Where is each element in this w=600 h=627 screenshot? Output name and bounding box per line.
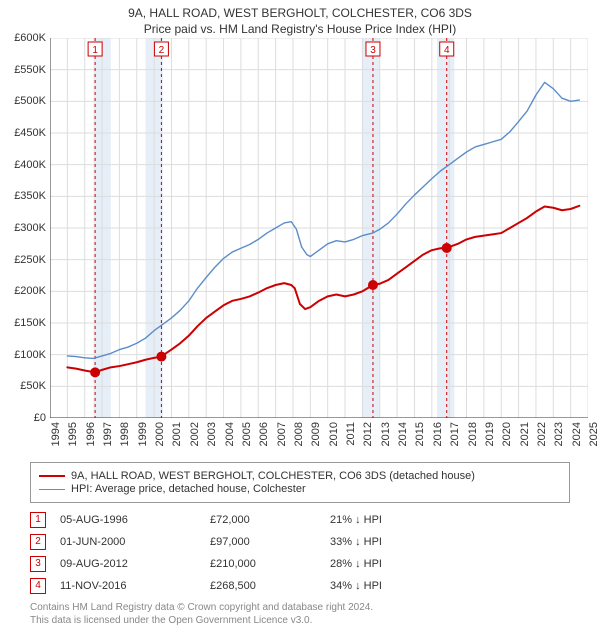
sale-delta: 28% ↓ HPI	[330, 558, 450, 570]
sale-price: £210,000	[210, 558, 330, 570]
y-tick-label: £0	[2, 412, 46, 424]
x-tick-label: 1999	[137, 422, 149, 446]
sale-date: 09-AUG-2012	[60, 558, 210, 570]
svg-text:3: 3	[370, 45, 376, 56]
sales-row: 1 05-AUG-1996£72,00021% ↓ HPI	[30, 509, 570, 531]
x-tick-label: 1995	[67, 422, 79, 446]
sales-table: 1 05-AUG-1996£72,00021% ↓ HPI 2 01-JUN-2000…	[30, 509, 570, 597]
sale-delta: 21% ↓ HPI	[330, 514, 450, 526]
sale-marker-index: 4	[30, 578, 46, 594]
footer: Contains HM Land Registry data © Crown c…	[30, 601, 570, 627]
x-tick-label: 2016	[432, 422, 444, 446]
x-tick-label: 2005	[241, 422, 253, 446]
x-tick-label: 2018	[467, 422, 479, 446]
y-tick-label: £50K	[2, 380, 46, 392]
footer-line2: This data is licensed under the Open Gov…	[30, 614, 570, 627]
x-tick-label: 2022	[536, 422, 548, 446]
legend-box: 9A, HALL ROAD, WEST BERGHOLT, COLCHESTER…	[30, 462, 570, 503]
sales-row: 2 01-JUN-2000£97,00033% ↓ HPI	[30, 531, 570, 553]
y-tick-label: £250K	[2, 254, 46, 266]
legend-label-property: 9A, HALL ROAD, WEST BERGHOLT, COLCHESTER…	[71, 470, 475, 482]
x-tick-label: 2013	[380, 422, 392, 446]
sale-marker-index: 3	[30, 556, 46, 572]
x-tick-label: 2008	[293, 422, 305, 446]
x-tick-label: 2004	[224, 422, 236, 446]
x-tick-label: 2020	[501, 422, 513, 446]
sales-row: 3 09-AUG-2012£210,00028% ↓ HPI	[30, 553, 570, 575]
sale-date: 01-JUN-2000	[60, 536, 210, 548]
x-tick-label: 2019	[484, 422, 496, 446]
sale-marker-index: 2	[30, 534, 46, 550]
legend-label-hpi: HPI: Average price, detached house, Colc…	[71, 483, 306, 495]
y-tick-label: £300K	[2, 222, 46, 234]
sale-delta: 33% ↓ HPI	[330, 536, 450, 548]
x-tick-label: 2025	[588, 422, 600, 446]
x-axis-labels: 1994 1995 1996 1997 1998 1999 2000 2001 2002 2003…	[50, 418, 588, 456]
x-tick-label: 2012	[362, 422, 374, 446]
x-tick-label: 2014	[397, 422, 409, 446]
sale-price: £97,000	[210, 536, 330, 548]
x-tick-label: 1994	[50, 422, 62, 446]
x-tick-label: 2021	[519, 422, 531, 446]
y-tick-label: £450K	[2, 127, 46, 139]
x-tick-label: 1996	[85, 422, 97, 446]
y-tick-label: £400K	[2, 159, 46, 171]
plot-svg: 1 2 3 4	[50, 38, 588, 418]
x-tick-label: 2006	[258, 422, 270, 446]
x-tick-label: 2003	[206, 422, 218, 446]
svg-text:2: 2	[159, 45, 165, 56]
x-tick-label: 1998	[119, 422, 131, 446]
legend-row-hpi: HPI: Average price, detached house, Colc…	[39, 483, 561, 495]
y-tick-label: £600K	[2, 32, 46, 44]
sale-delta: 34% ↓ HPI	[330, 580, 450, 592]
title-line1: 9A, HALL ROAD, WEST BERGHOLT, COLCHESTER…	[0, 6, 600, 20]
sale-marker-index: 1	[30, 512, 46, 528]
legend-swatch-hpi	[39, 489, 65, 490]
x-tick-label: 2001	[171, 422, 183, 446]
chart-area: £0£50K£100K£150K£200K£250K£300K£350K£400…	[50, 38, 588, 418]
x-tick-label: 2002	[189, 422, 201, 446]
chart-container: 9A, HALL ROAD, WEST BERGHOLT, COLCHESTER…	[0, 0, 600, 620]
y-tick-label: £150K	[2, 317, 46, 329]
sale-price: £268,500	[210, 580, 330, 592]
x-tick-label: 2010	[328, 422, 340, 446]
x-tick-label: 1997	[102, 422, 114, 446]
sale-date: 05-AUG-1996	[60, 514, 210, 526]
y-tick-label: £100K	[2, 349, 46, 361]
legend-swatch-property	[39, 475, 65, 477]
sales-row: 4 11-NOV-2016£268,50034% ↓ HPI	[30, 575, 570, 597]
x-tick-label: 2009	[310, 422, 322, 446]
y-tick-label: £200K	[2, 285, 46, 297]
x-tick-label: 2000	[154, 422, 166, 446]
x-tick-label: 2015	[414, 422, 426, 446]
x-tick-label: 2017	[449, 422, 461, 446]
y-tick-label: £550K	[2, 64, 46, 76]
sale-price: £72,000	[210, 514, 330, 526]
sale-date: 11-NOV-2016	[60, 580, 210, 592]
x-tick-label: 2011	[345, 422, 357, 446]
title-line2: Price paid vs. HM Land Registry's House …	[0, 22, 600, 36]
svg-text:4: 4	[444, 45, 450, 56]
x-tick-label: 2024	[571, 422, 583, 446]
footer-line1: Contains HM Land Registry data © Crown c…	[30, 601, 570, 614]
y-tick-label: £350K	[2, 190, 46, 202]
svg-text:1: 1	[92, 45, 98, 56]
x-tick-label: 2023	[553, 422, 565, 446]
y-axis-labels: £0£50K£100K£150K£200K£250K£300K£350K£400…	[2, 38, 46, 418]
x-tick-label: 2007	[276, 422, 288, 446]
legend-row-property: 9A, HALL ROAD, WEST BERGHOLT, COLCHESTER…	[39, 470, 561, 482]
title-block: 9A, HALL ROAD, WEST BERGHOLT, COLCHESTER…	[0, 0, 600, 38]
y-tick-label: £500K	[2, 95, 46, 107]
